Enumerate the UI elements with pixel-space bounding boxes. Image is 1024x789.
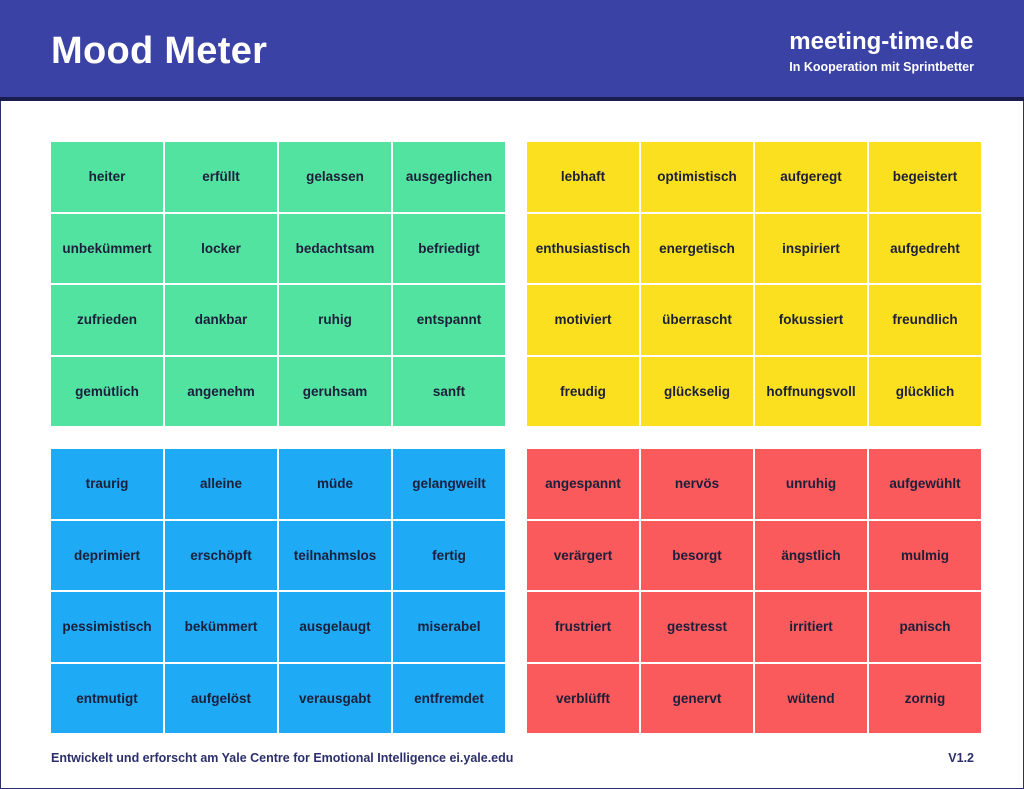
mood-cell-red: zornig: [869, 663, 981, 733]
mood-cell-blue: pessimistisch: [51, 592, 163, 662]
mood-cell-green: gemütlich: [51, 356, 163, 426]
mood-cell-red: verärgert: [527, 520, 639, 590]
mood-cell-yellow: aufgedreht: [869, 213, 981, 283]
mood-cell-red: irritiert: [755, 592, 867, 662]
brand-subtitle: In Kooperation mit Sprintbetter: [789, 60, 974, 74]
mood-cell-green: dankbar: [165, 285, 277, 355]
mood-cell-blue: traurig: [51, 449, 163, 519]
mood-cell-red: angespannt: [527, 449, 639, 519]
mood-cell-blue: ausgelaugt: [279, 592, 391, 662]
mood-cell-green: erfüllt: [165, 142, 277, 212]
mood-cell-yellow: freudig: [527, 356, 639, 426]
mood-cell-yellow: hoffnungsvoll: [755, 356, 867, 426]
mood-cell-yellow: aufgeregt: [755, 142, 867, 212]
mood-cell-red: mulmig: [869, 520, 981, 590]
page-title: Mood Meter: [51, 30, 268, 72]
mood-cell-yellow: energetisch: [641, 213, 753, 283]
mood-cell-green: befriedigt: [393, 213, 505, 283]
mood-cell-red: ängstlich: [755, 520, 867, 590]
quadrant-blue: traurig alleine müde gelangweilt deprimiert e…: [51, 449, 505, 733]
brand-name: meeting-time.de: [789, 28, 974, 55]
mood-cell-yellow: überrascht: [641, 285, 753, 355]
mood-cell-blue: erschöpft: [165, 520, 277, 590]
mood-cell-yellow: fokussiert: [755, 285, 867, 355]
mood-cell-blue: alleine: [165, 449, 277, 519]
mood-cell-red: wütend: [755, 663, 867, 733]
mood-cell-green: entspannt: [393, 285, 505, 355]
quadrant-red: angespannt nervös unruhig aufgewühlt verärge…: [527, 449, 981, 733]
mood-cell-red: nervös: [641, 449, 753, 519]
mood-cell-green: gelassen: [279, 142, 391, 212]
mood-cell-green: unbekümmert: [51, 213, 163, 283]
mood-cell-red: genervt: [641, 663, 753, 733]
mood-cell-blue: fertig: [393, 520, 505, 590]
mood-cell-red: panisch: [869, 592, 981, 662]
mood-cell-blue: aufgelöst: [165, 663, 277, 733]
mood-cell-green: ausgeglichen: [393, 142, 505, 212]
mood-cell-yellow: begeistert: [869, 142, 981, 212]
mood-cell-red: besorgt: [641, 520, 753, 590]
mood-cell-blue: entfremdet: [393, 663, 505, 733]
mood-cell-blue: entmutigt: [51, 663, 163, 733]
mood-cell-yellow: motiviert: [527, 285, 639, 355]
mood-cell-red: frustriert: [527, 592, 639, 662]
mood-cell-green: angenehm: [165, 356, 277, 426]
mood-cell-yellow: lebhaft: [527, 142, 639, 212]
mood-cell-yellow: glücklich: [869, 356, 981, 426]
footer-credit: Entwickelt und erforscht am Yale Centre …: [51, 751, 514, 765]
mood-cell-red: gestresst: [641, 592, 753, 662]
mood-cell-green: locker: [165, 213, 277, 283]
mood-cell-green: bedachtsam: [279, 213, 391, 283]
footer-version: V1.2: [948, 751, 974, 765]
mood-cell-green: ruhig: [279, 285, 391, 355]
mood-cell-yellow: glückselig: [641, 356, 753, 426]
mood-cell-blue: teilnahmslos: [279, 520, 391, 590]
mood-cell-blue: bekümmert: [165, 592, 277, 662]
mood-cell-red: verblüfft: [527, 663, 639, 733]
mood-cell-blue: gelangweilt: [393, 449, 505, 519]
mood-cell-yellow: freundlich: [869, 285, 981, 355]
mood-cell-blue: verausgabt: [279, 663, 391, 733]
header-bar: Mood Meter meeting-time.de In Kooperatio…: [0, 0, 1024, 101]
mood-cell-green: geruhsam: [279, 356, 391, 426]
quadrant-yellow: lebhaft optimistisch aufgeregt begeistert en…: [527, 142, 981, 426]
mood-cell-green: heiter: [51, 142, 163, 212]
mood-cell-green: sanft: [393, 356, 505, 426]
mood-cell-yellow: enthusiastisch: [527, 213, 639, 283]
mood-cell-blue: deprimiert: [51, 520, 163, 590]
quadrant-green: heiter erfüllt gelassen ausgeglichen unbeküm…: [51, 142, 505, 426]
mood-cell-yellow: inspiriert: [755, 213, 867, 283]
mood-cell-green: zufrieden: [51, 285, 163, 355]
mood-cell-blue: miserabel: [393, 592, 505, 662]
mood-cell-yellow: optimistisch: [641, 142, 753, 212]
mood-cell-red: unruhig: [755, 449, 867, 519]
mood-cell-red: aufgewühlt: [869, 449, 981, 519]
brand-block: meeting-time.de In Kooperation mit Sprin…: [789, 28, 974, 75]
mood-cell-blue: müde: [279, 449, 391, 519]
